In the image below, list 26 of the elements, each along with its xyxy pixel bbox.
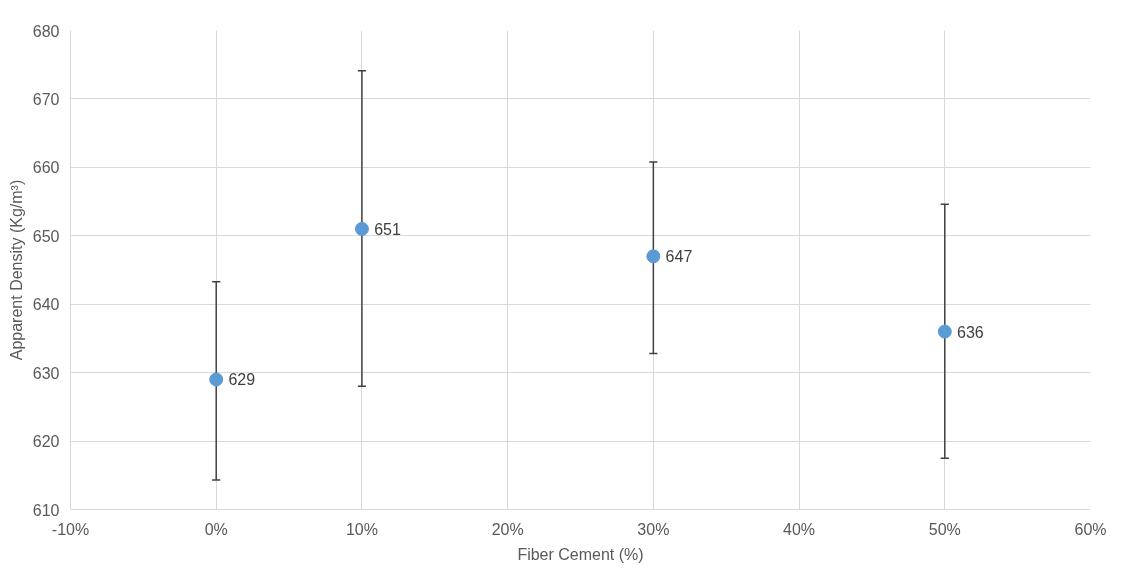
y-tick-label: 660 bbox=[32, 159, 60, 177]
point bbox=[937, 324, 952, 339]
x-tick-label: 50% bbox=[928, 520, 961, 538]
point bbox=[354, 221, 369, 236]
x-tick-label: 0% bbox=[204, 520, 228, 538]
y-tick-label: 610 bbox=[32, 501, 60, 519]
x-tick-label: 10% bbox=[345, 520, 378, 538]
y-tick-label: 650 bbox=[32, 227, 60, 245]
data-label: 647 bbox=[665, 248, 693, 266]
point bbox=[209, 372, 224, 387]
x-axis-title: Fiber Cement (%) bbox=[517, 545, 644, 563]
x-tick-label: 40% bbox=[783, 520, 816, 538]
y-tick-label: 680 bbox=[32, 22, 60, 40]
data-label: 629 bbox=[228, 371, 256, 389]
point bbox=[646, 249, 661, 264]
y-tick-label: 620 bbox=[32, 433, 60, 451]
y-tick-label: 640 bbox=[32, 296, 60, 314]
data-label: 651 bbox=[374, 220, 401, 238]
x-tick-label: 30% bbox=[637, 520, 670, 538]
y-axis-title: Apparent Density (Kg/m³) bbox=[7, 179, 25, 361]
y-tick-label: 630 bbox=[32, 364, 60, 382]
y-tick-label: 670 bbox=[32, 90, 60, 108]
data-label: 636 bbox=[957, 323, 984, 341]
x-tick-label: 20% bbox=[491, 520, 524, 538]
x-tick-label: 60% bbox=[1074, 520, 1107, 538]
x-tick-label: -10% bbox=[51, 520, 90, 538]
